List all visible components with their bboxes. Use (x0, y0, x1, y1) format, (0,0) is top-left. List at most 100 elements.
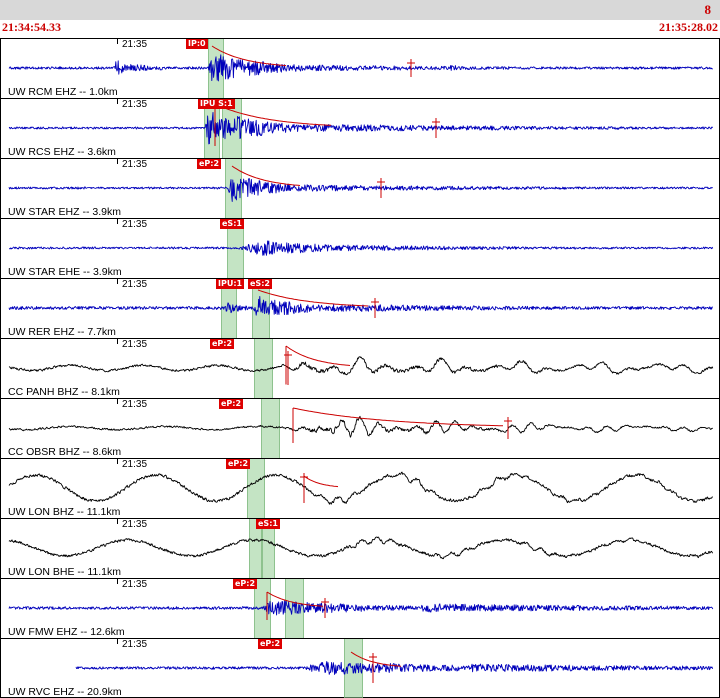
minute-tick (117, 579, 118, 584)
coda-duration-marker[interactable] (371, 298, 379, 318)
trace-path (8, 471, 713, 505)
coda-duration-marker[interactable] (504, 417, 512, 439)
coda-duration-marker[interactable] (369, 653, 377, 683)
trace-path (75, 661, 714, 675)
event-count: 8 (704, 2, 712, 17)
station-label: UW STAR EHZ -- 3.9km (8, 206, 121, 218)
minute-tick (117, 99, 118, 104)
pick-highlight-band (247, 459, 265, 518)
waveform-trace[interactable] (1, 339, 719, 398)
coda-decay-curve (292, 407, 504, 427)
coda-decay-curve (214, 103, 332, 126)
waveform-trace[interactable] (1, 519, 719, 578)
minute-label: 21:35 (122, 339, 148, 350)
waveform-panel: 21:35 UW FMW EHZ -- 12.6km eP:2 (0, 578, 720, 638)
station-label: CC PANH BHZ -- 8.1km (8, 386, 120, 398)
station-label: CC OBSR BHZ -- 8.6km (8, 446, 122, 458)
minute-label: 21:35 (122, 459, 148, 470)
minute-tick (117, 159, 118, 164)
waveform-trace[interactable] (1, 459, 719, 518)
coda-decay-curve (266, 591, 324, 607)
phase-pick-flag[interactable]: eP:2 (219, 399, 244, 409)
minute-tick (117, 519, 118, 524)
waveform-trace[interactable] (1, 159, 719, 218)
coda-decay-curve (350, 651, 402, 667)
station-label: UW RER EHZ -- 7.7km (8, 326, 116, 338)
coda-duration-marker[interactable] (407, 59, 415, 77)
trace-path (8, 415, 714, 438)
pick-highlight-band (261, 399, 280, 458)
minute-label: 21:35 (122, 219, 148, 230)
minute-label: 21:35 (122, 159, 148, 170)
phase-pick-flag[interactable]: IPU S:1 (198, 99, 235, 109)
phase-pick-flag[interactable]: eP:2 (258, 639, 283, 649)
trace-path (8, 536, 714, 560)
station-label: UW RCM EHZ -- 1.0km (8, 86, 118, 98)
coda-decay-curve (257, 289, 369, 307)
waveform-trace[interactable] (1, 399, 719, 458)
waveform-trace[interactable] (1, 639, 719, 698)
coda-duration-marker[interactable] (321, 598, 329, 618)
minute-label: 21:35 (122, 399, 148, 410)
waveform-panel: 21:35 CC PANH BHZ -- 8.1km eP:2 (0, 338, 720, 398)
waveform-panel: 21:35 UW RCS EHZ -- 3.6km IPU S:1 (0, 98, 720, 158)
station-label: UW STAR EHE -- 3.9km (8, 266, 122, 278)
coda-decay-curve (285, 345, 351, 366)
coda-decay-curve (231, 165, 301, 186)
coda-duration-marker[interactable] (432, 118, 440, 138)
station-label: UW FMW EHZ -- 12.6km (8, 626, 125, 638)
waveform-panel: 21:35 UW STAR EHZ -- 3.9km eP:2 (0, 158, 720, 218)
waveform-trace[interactable] (1, 579, 719, 638)
minute-label: 21:35 (122, 639, 148, 650)
coda-duration-marker[interactable] (300, 473, 308, 503)
minute-tick (117, 39, 118, 44)
waveform-trace[interactable] (1, 39, 719, 98)
station-label: UW LON BHZ -- 11.1km (8, 506, 121, 518)
time-window-bar: 21:34:54.33 21:35:28.02 (0, 20, 720, 38)
coda-duration-marker[interactable] (377, 178, 385, 198)
phase-pick-flag[interactable]: eP:2 (233, 579, 258, 589)
pick-highlight-band (254, 339, 273, 398)
phase-pick-flag[interactable]: eS:2 (248, 279, 272, 289)
station-label: UW LON BHE -- 11.1km (8, 566, 121, 578)
station-label: UW RVC EHZ -- 20.9km (8, 686, 122, 698)
coda-duration-marker[interactable] (284, 351, 292, 385)
minute-tick (117, 219, 118, 224)
waveform-panel: 21:35 UW RCM EHZ -- 1.0km IP:0 (0, 38, 720, 98)
waveform-panel: 21:35 UW RER EHZ -- 7.7km IPU:1 eS:2 (0, 278, 720, 338)
trace-path (8, 111, 714, 145)
waveform-panel-stack: 21:35 UW RCM EHZ -- 1.0km IP:0 21:35 UW … (0, 38, 720, 698)
minute-label: 21:35 (122, 39, 148, 50)
trace-path (9, 240, 714, 256)
phase-pick-flag[interactable]: IPU:1 (216, 279, 245, 289)
phase-pick-flag[interactable]: eS:1 (220, 219, 244, 229)
trace-path (8, 296, 713, 316)
waveform-panel: 21:35 UW LON BHZ -- 11.1km eP:2 (0, 458, 720, 518)
minute-tick (117, 399, 118, 404)
trace-path (8, 600, 714, 616)
waveform-panel: 21:35 UW LON BHE -- 11.1km eS:1 (0, 518, 720, 578)
waveform-panel: 21:35 UW RVC EHZ -- 20.9km eP:2 (0, 638, 720, 698)
waveform-trace[interactable] (1, 219, 719, 278)
waveform-panel: 21:35 UW STAR EHE -- 3.9km eS:1 (0, 218, 720, 278)
trace-path (8, 178, 714, 202)
minute-label: 21:35 (122, 279, 148, 290)
minute-tick (117, 459, 118, 464)
phase-pick-flag[interactable]: eS:1 (256, 519, 280, 529)
phase-pick-flag[interactable]: eP:2 (226, 459, 251, 469)
event-header-bar: 60562736 UW Aug 01, 2013 21:35:04.15 46.… (0, 0, 720, 20)
pick-highlight-band (262, 519, 275, 578)
phase-pick-flag[interactable]: eP:2 (210, 339, 235, 349)
pick-highlight-band (249, 519, 262, 578)
phase-pick-flag[interactable]: eP:2 (197, 159, 222, 169)
waveform-trace[interactable] (1, 279, 719, 338)
minute-tick (117, 279, 118, 284)
coda-decay-curve (211, 45, 287, 67)
phase-pick-flag[interactable]: IP:0 (186, 39, 208, 49)
minute-tick (117, 639, 118, 644)
trace-path (8, 54, 713, 82)
waveform-panel: 21:35 CC OBSR BHZ -- 8.6km eP:2 (0, 398, 720, 458)
station-label: UW RCS EHZ -- 3.6km (8, 146, 116, 158)
waveform-trace[interactable] (1, 99, 719, 158)
